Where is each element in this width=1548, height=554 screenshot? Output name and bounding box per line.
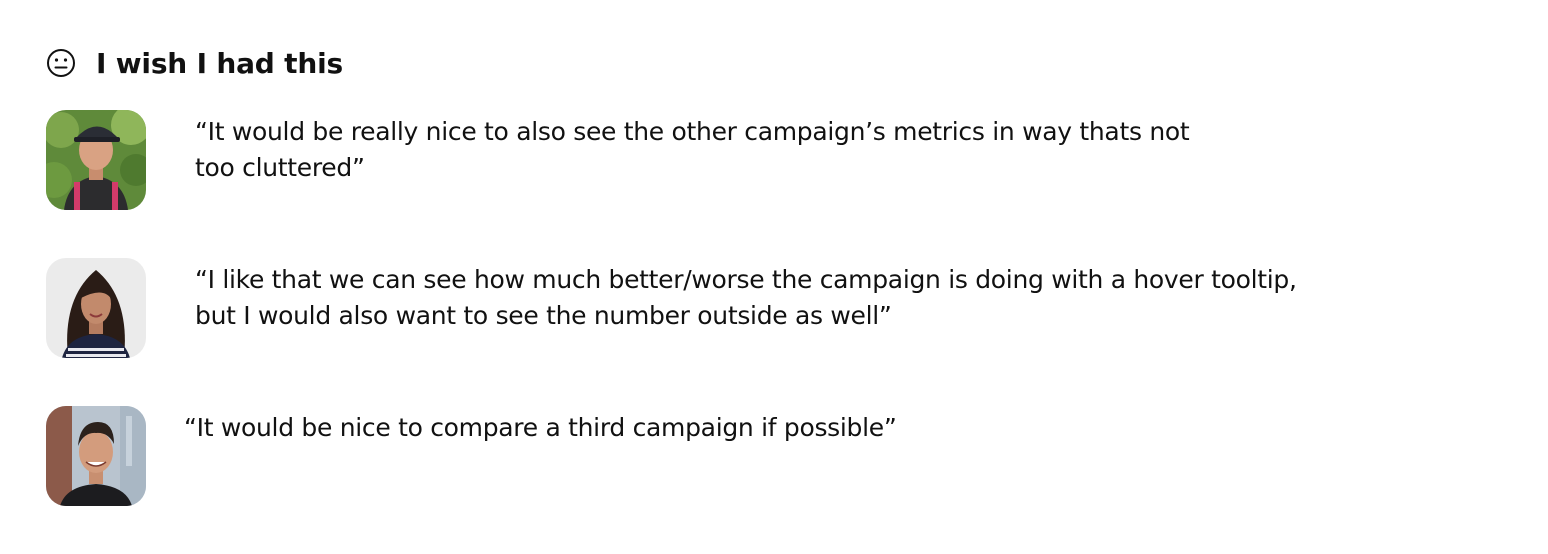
- quote-item: “I like that we can see how much better/…: [46, 258, 1496, 358]
- user-avatar: [46, 110, 146, 210]
- neutral-face-icon: [47, 49, 75, 77]
- quote-item: “It would be really nice to also see the…: [46, 110, 1496, 210]
- quote-line: “It would be really nice to also see the…: [195, 117, 1190, 146]
- quote-text: “I like that we can see how much better/…: [195, 262, 1297, 334]
- quote-line: too cluttered”: [195, 153, 365, 182]
- user-avatar: [46, 258, 146, 358]
- section-header: I wish I had this: [46, 44, 343, 82]
- quote-item: “It would be nice to compare a third cam…: [46, 406, 1496, 506]
- user-avatar: [46, 406, 146, 506]
- quote-text: “It would be really nice to also see the…: [195, 114, 1190, 186]
- section-title: I wish I had this: [96, 46, 343, 80]
- quote-line: “It would be nice to compare a third cam…: [184, 413, 897, 442]
- quote-line: but I would also want to see the number …: [195, 301, 892, 330]
- quote-text: “It would be nice to compare a third cam…: [184, 410, 897, 446]
- quote-line: “I like that we can see how much better/…: [195, 265, 1297, 294]
